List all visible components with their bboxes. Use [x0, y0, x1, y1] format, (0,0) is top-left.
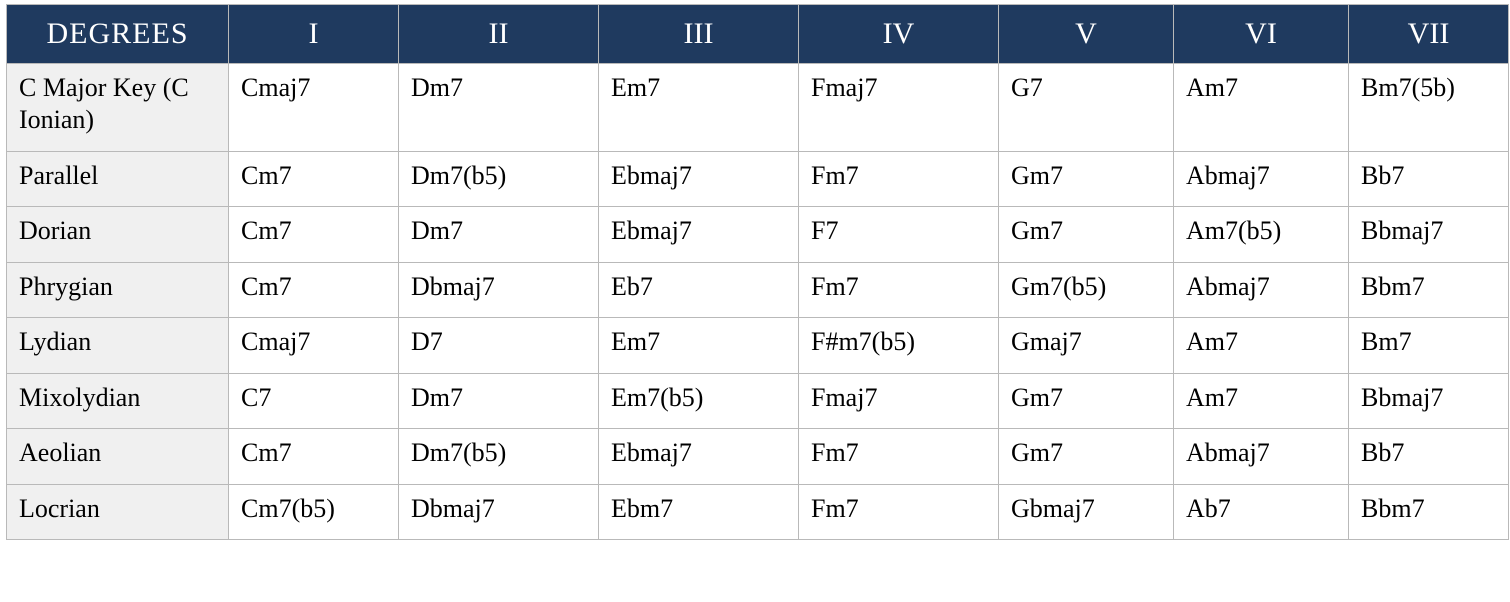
row-name: Locrian — [7, 484, 229, 540]
cell: Ebm7 — [599, 484, 799, 540]
cell: Ebmaj7 — [599, 207, 799, 263]
cell: G7 — [999, 63, 1174, 151]
col-header-vi: VI — [1174, 5, 1349, 64]
cell: Bbm7 — [1349, 262, 1509, 318]
cell: Ab7 — [1174, 484, 1349, 540]
cell: D7 — [399, 318, 599, 374]
cell: Bm7 — [1349, 318, 1509, 374]
row-name: Parallel — [7, 151, 229, 207]
cell: Abmaj7 — [1174, 151, 1349, 207]
cell: Em7 — [599, 63, 799, 151]
cell: F7 — [799, 207, 999, 263]
col-header-i: I — [229, 5, 399, 64]
col-header-iv: IV — [799, 5, 999, 64]
cell: Fm7 — [799, 262, 999, 318]
cell: Dbmaj7 — [399, 262, 599, 318]
cell: Gbmaj7 — [999, 484, 1174, 540]
table-row: Phrygian Cm7 Dbmaj7 Eb7 Fm7 Gm7(b5) Abma… — [7, 262, 1509, 318]
cell: Am7(b5) — [1174, 207, 1349, 263]
cell: Bbmaj7 — [1349, 207, 1509, 263]
cell: Cmaj7 — [229, 63, 399, 151]
cell: Dm7 — [399, 207, 599, 263]
cell: Dm7(b5) — [399, 151, 599, 207]
cell: Abmaj7 — [1174, 429, 1349, 485]
modes-table: DEGREES I II III IV V VI VII C Major Key… — [6, 4, 1509, 540]
cell: Gm7 — [999, 429, 1174, 485]
col-header-degrees: DEGREES — [7, 5, 229, 64]
row-name: Mixolydian — [7, 373, 229, 429]
cell: Ebmaj7 — [599, 429, 799, 485]
cell: Fmaj7 — [799, 63, 999, 151]
cell: Am7 — [1174, 318, 1349, 374]
row-name: Phrygian — [7, 262, 229, 318]
cell: Em7 — [599, 318, 799, 374]
col-header-v: V — [999, 5, 1174, 64]
cell: Am7 — [1174, 63, 1349, 151]
cell: Dm7(b5) — [399, 429, 599, 485]
cell: Bm7(5b) — [1349, 63, 1509, 151]
cell: Dm7 — [399, 373, 599, 429]
row-name: Aeolian — [7, 429, 229, 485]
cell: Gm7 — [999, 207, 1174, 263]
cell: Gm7 — [999, 373, 1174, 429]
cell: C7 — [229, 373, 399, 429]
cell: Em7(b5) — [599, 373, 799, 429]
col-header-iii: III — [599, 5, 799, 64]
table-row: Aeolian Cm7 Dm7(b5) Ebmaj7 Fm7 Gm7 Abmaj… — [7, 429, 1509, 485]
cell: Ebmaj7 — [599, 151, 799, 207]
cell: Cm7(b5) — [229, 484, 399, 540]
cell: Cm7 — [229, 429, 399, 485]
cell: Bb7 — [1349, 429, 1509, 485]
cell: F#m7(b5) — [799, 318, 999, 374]
cell: Eb7 — [599, 262, 799, 318]
cell: Fm7 — [799, 151, 999, 207]
cell: Cm7 — [229, 262, 399, 318]
table-row: Dorian Cm7 Dm7 Ebmaj7 F7 Gm7 Am7(b5) Bbm… — [7, 207, 1509, 263]
cell: Fmaj7 — [799, 373, 999, 429]
cell: Cm7 — [229, 151, 399, 207]
cell: Am7 — [1174, 373, 1349, 429]
cell: Bbm7 — [1349, 484, 1509, 540]
cell: Fm7 — [799, 429, 999, 485]
table-row: Mixolydian C7 Dm7 Em7(b5) Fmaj7 Gm7 Am7 … — [7, 373, 1509, 429]
table-row: Lydian Cmaj7 D7 Em7 F#m7(b5) Gmaj7 Am7 B… — [7, 318, 1509, 374]
table-row: C Major Key (C Ionian) Cmaj7 Dm7 Em7 Fma… — [7, 63, 1509, 151]
cell: Abmaj7 — [1174, 262, 1349, 318]
cell: Bbmaj7 — [1349, 373, 1509, 429]
cell: Cm7 — [229, 207, 399, 263]
col-header-vii: VII — [1349, 5, 1509, 64]
cell: Dbmaj7 — [399, 484, 599, 540]
table-row: Locrian Cm7(b5) Dbmaj7 Ebm7 Fm7 Gbmaj7 A… — [7, 484, 1509, 540]
cell: Bb7 — [1349, 151, 1509, 207]
table-row: Parallel Cm7 Dm7(b5) Ebmaj7 Fm7 Gm7 Abma… — [7, 151, 1509, 207]
row-name: Lydian — [7, 318, 229, 374]
cell: Gm7 — [999, 151, 1174, 207]
cell: Gm7(b5) — [999, 262, 1174, 318]
cell: Dm7 — [399, 63, 599, 151]
cell: Cmaj7 — [229, 318, 399, 374]
row-name: C Major Key (C Ionian) — [7, 63, 229, 151]
row-name: Dorian — [7, 207, 229, 263]
cell: Fm7 — [799, 484, 999, 540]
col-header-ii: II — [399, 5, 599, 64]
cell: Gmaj7 — [999, 318, 1174, 374]
table-header-row: DEGREES I II III IV V VI VII — [7, 5, 1509, 64]
